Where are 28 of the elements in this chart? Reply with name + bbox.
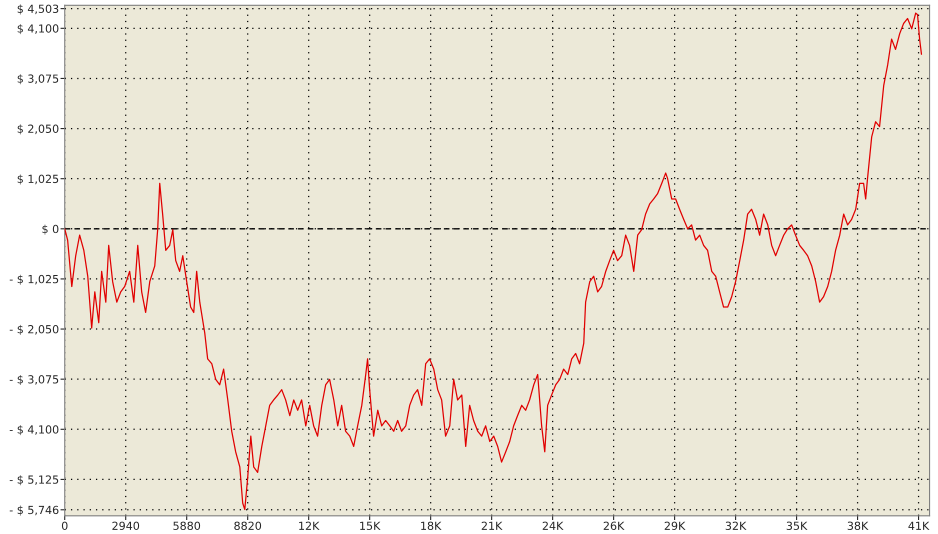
y-tick-label: - $ 3,075 bbox=[10, 374, 58, 386]
y-tick-label: $ 1,025 bbox=[18, 174, 58, 185]
y-tick-label: - $ 5,746 bbox=[10, 506, 58, 516]
y-tick-label: - $ 4,100 bbox=[10, 425, 58, 436]
x-tick-label: 21K bbox=[482, 522, 503, 530]
x-tick-label: 0 bbox=[62, 522, 68, 530]
line-series bbox=[64, 12, 922, 510]
y-tick-label: $ 4,503 bbox=[18, 4, 58, 14]
y-tick-label: $ 0 bbox=[42, 224, 58, 235]
x-tick-label: 12K bbox=[299, 522, 320, 530]
y-tick-label: $ 3,075 bbox=[18, 74, 58, 84]
x-tick-label: 32K bbox=[726, 522, 747, 530]
x-tick-label: 41K bbox=[908, 522, 930, 530]
x-tick-label: 15K bbox=[360, 522, 381, 530]
x-tick-label: 2940 bbox=[112, 522, 140, 530]
y-tick-label: - $ 5,125 bbox=[10, 475, 58, 486]
x-tick-label: 5880 bbox=[173, 522, 200, 530]
x-tick-label: 35K bbox=[786, 522, 808, 530]
x-tick-label: 24K bbox=[542, 522, 564, 530]
x-tick-label: 18K bbox=[421, 522, 442, 530]
y-tick-label: $ 2,050 bbox=[18, 124, 58, 134]
x-tick-label: 26K bbox=[604, 522, 625, 530]
x-tick-label: 38K bbox=[848, 522, 869, 530]
x-tick-label: 8820 bbox=[234, 522, 262, 530]
y-tick-label: $ 4,100 bbox=[18, 24, 58, 34]
y-tick-label: - $ 2,050 bbox=[10, 324, 58, 335]
y-tick-label: - $ 1,025 bbox=[10, 274, 58, 285]
x-tick-label: 29K bbox=[664, 522, 686, 530]
